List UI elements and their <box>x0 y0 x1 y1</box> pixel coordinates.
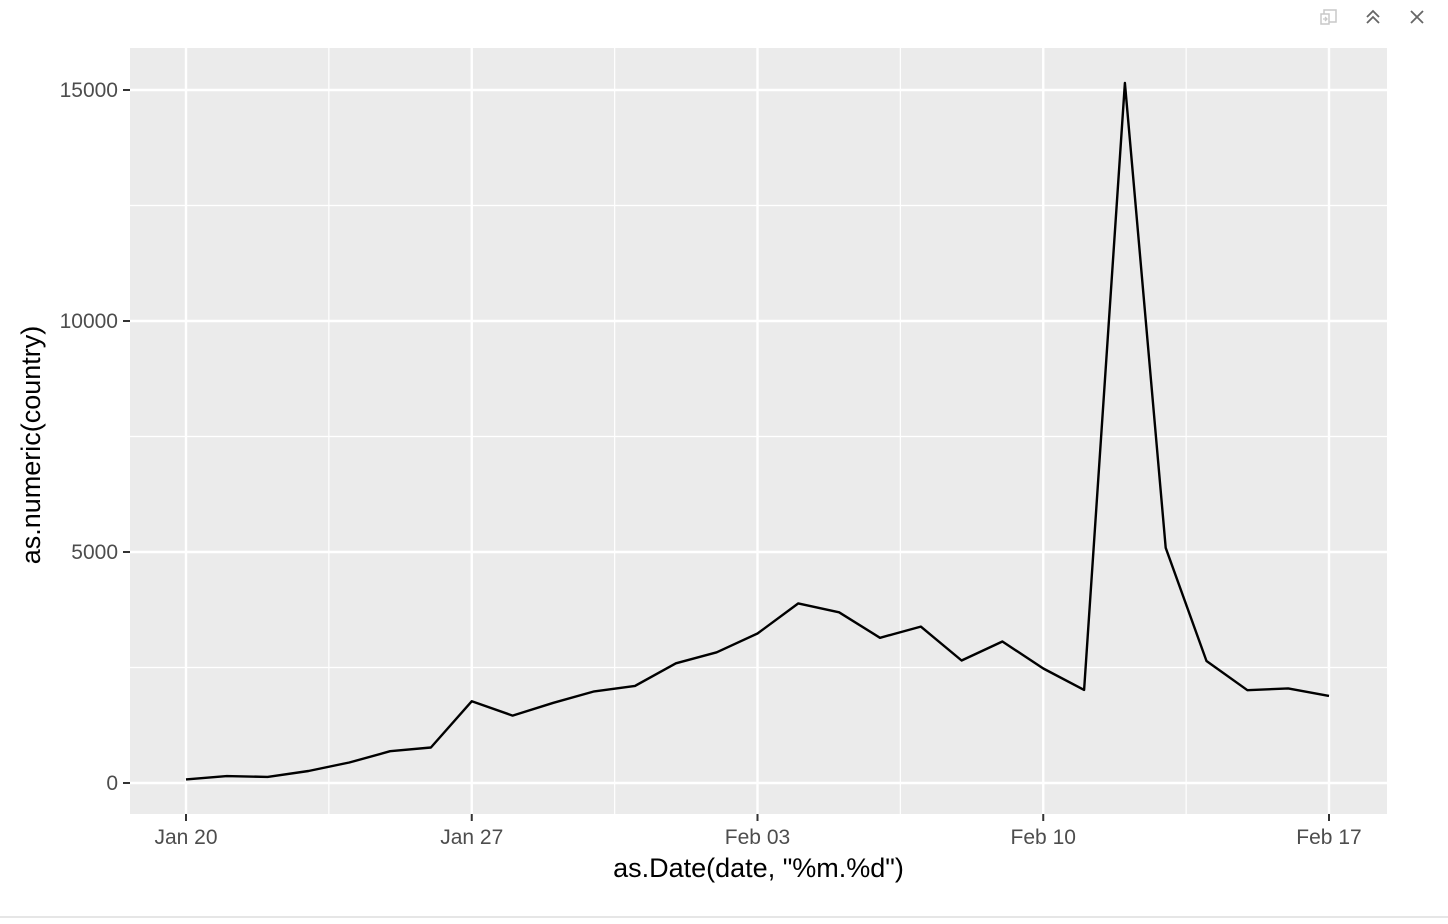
y-axis-tick-labels: 0 5000 10000 15000 <box>60 79 118 795</box>
x-tick-label: Feb 10 <box>1011 826 1076 849</box>
x-tick-label: Feb 17 <box>1296 826 1361 849</box>
export-icon[interactable] <box>1318 6 1340 28</box>
x-tick-label: Feb 03 <box>725 826 790 849</box>
x-axis-title: as.Date(date, "%m.%d") <box>613 853 904 883</box>
y-tick-label: 10000 <box>60 310 118 333</box>
x-axis-tick-labels: Jan 20 Jan 27 Feb 03 Feb 10 Feb 17 <box>154 826 1361 849</box>
y-tick-label: 5000 <box>71 541 118 564</box>
axis-ticks <box>123 89 1330 821</box>
window-toolbar <box>1288 0 1448 34</box>
bottom-divider <box>0 916 1448 918</box>
y-axis-title: as.numeric(country) <box>16 326 46 565</box>
collapse-icon[interactable] <box>1362 6 1384 28</box>
close-icon[interactable] <box>1406 6 1428 28</box>
x-tick-label: Jan 20 <box>154 826 217 849</box>
x-tick-label: Jan 27 <box>440 826 503 849</box>
y-tick-label: 15000 <box>60 79 118 102</box>
major-gridlines <box>130 48 1387 814</box>
series-line <box>185 81 1330 781</box>
y-tick-label: 0 <box>106 772 118 795</box>
